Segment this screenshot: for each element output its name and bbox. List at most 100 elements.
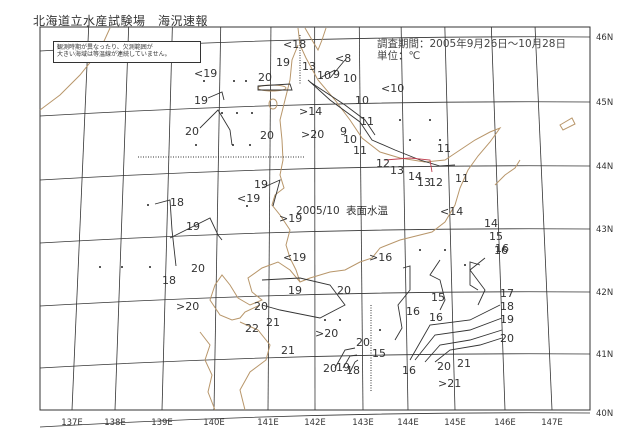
station-dot (121, 266, 123, 268)
stations (99, 80, 466, 331)
hokkaido-coast (209, 27, 502, 321)
station-dot (221, 112, 223, 114)
isotherm-line (334, 347, 359, 373)
meridian-line (400, 26, 409, 411)
latitude-label: 40N (596, 409, 613, 419)
station-dot (444, 249, 446, 251)
longitude-label: 147E (541, 418, 563, 428)
meridian-line (213, 26, 222, 411)
longitude-label: 142E (304, 418, 326, 428)
isotherm-label: 9 (333, 68, 340, 81)
station-dot (99, 266, 101, 268)
isotherm-label: 13 (302, 60, 316, 73)
isotherm-label: 11 (455, 172, 469, 185)
isotherm-label: >14 (299, 105, 322, 118)
longitude-label: 141E (257, 418, 279, 428)
isotherm-label: 19 (276, 56, 290, 69)
longitude-label: 138E (104, 418, 126, 428)
longitude-label: 139E (151, 418, 173, 428)
isotherm-line (384, 157, 433, 173)
meridian-line (161, 26, 173, 411)
isotherm-line (257, 83, 293, 91)
longitude-label: 137E (61, 418, 83, 428)
isotherm-label: <19 (237, 192, 260, 205)
isotherm-label: 18 (500, 300, 514, 313)
isotherm-label: 11 (353, 144, 367, 157)
graticule (39, 26, 591, 428)
isotherm-label: 20 (437, 360, 451, 373)
isotherm-line (154, 199, 223, 267)
latitude-label: 41N (596, 350, 613, 360)
honshu-coast (199, 321, 271, 411)
missing-data-note: 観測時期が異なったり、欠測範囲が 大きい海域は等温線が連続していません。 (53, 41, 201, 63)
isotherm-label: 19 (254, 178, 268, 191)
latitude-label: 43N (596, 225, 613, 235)
station-dot (149, 266, 151, 268)
station-dot (399, 119, 401, 121)
latitude-label: 44N (596, 162, 613, 172)
isotherm-line (261, 277, 346, 319)
isotherm-label: 16 (495, 242, 509, 255)
isotherm-label: <18 (283, 38, 306, 51)
station-dot (195, 144, 197, 146)
isotherm-line (309, 59, 376, 136)
parallel-line (39, 165, 591, 181)
meridian-line (71, 26, 90, 411)
station-dot (419, 249, 421, 251)
meridian-line (114, 26, 130, 411)
station-dot (233, 80, 235, 82)
isotherm-label: 18 (170, 196, 184, 209)
isotherm-label: 20 (191, 262, 205, 275)
isotherm-label: 15 (372, 347, 386, 360)
meridian-line (490, 26, 506, 411)
map-caption-date: 2005/10 (296, 205, 340, 217)
isotherm-label: 21 (457, 357, 471, 370)
isotherm-label: 20 (258, 71, 272, 84)
isotherm-label: 11 (437, 142, 451, 155)
meridian-line (534, 26, 553, 411)
isotherm-label: 13 (390, 164, 404, 177)
isotherm-line (394, 259, 446, 341)
isotherm-label: 9 (340, 125, 347, 138)
station-dot (236, 112, 238, 114)
isotherm-label: <19 (194, 67, 217, 80)
sakhalin-coast (304, 27, 327, 52)
isotherm-label: >16 (369, 251, 392, 264)
isotherm-label: >19 (279, 212, 302, 225)
isotherm-label: 17 (500, 287, 514, 300)
station-dot (409, 139, 411, 141)
station-dot (203, 80, 205, 82)
survey-tracks (138, 35, 372, 392)
isotherm-label: 20 (185, 125, 199, 138)
longitude-label: 145E (444, 418, 466, 428)
longitude-label: 140E (203, 418, 225, 428)
isotherm-label: >20 (301, 128, 324, 141)
isotherm-label: 16 (494, 244, 508, 257)
isotherm-label: 15 (489, 230, 503, 243)
isotherm-line (261, 179, 281, 207)
isotherm-label: <8 (335, 52, 351, 65)
station-dot (251, 112, 253, 114)
isotherm-label: <19 (283, 251, 306, 264)
isotherm-label: 16 (406, 305, 420, 318)
page-title: 北海道立水産試験場 海況速報 (33, 14, 209, 28)
isotherm-label: <10 (381, 82, 404, 95)
latitude-label: 45N (596, 98, 613, 108)
latitude-label: 42N (596, 288, 613, 298)
station-dot (249, 144, 251, 146)
unit-label: 単位：℃ (377, 50, 421, 62)
isotherm-label: 20 (356, 336, 370, 349)
isotherm-label: 19 (500, 313, 514, 326)
isotherm-label: 18 (162, 274, 176, 287)
isotherm-label: 22 (245, 322, 259, 335)
isotherm-label: 12 (376, 157, 390, 170)
isotherm-label: >21 (438, 377, 461, 390)
latitude-labels: 46N 45N 44N 43N 42N 41N 40N (596, 33, 613, 419)
isotherm-label: 20 (337, 284, 351, 297)
parallel-line (39, 412, 591, 428)
isotherm-label: 16 (402, 364, 416, 377)
station-dot (232, 144, 234, 146)
longitude-labels: 137E 138E 139E 140E 141E 142E 143E 144E 145E 146E… (61, 418, 563, 428)
station-dot (147, 204, 149, 206)
parallel-line (39, 228, 591, 244)
